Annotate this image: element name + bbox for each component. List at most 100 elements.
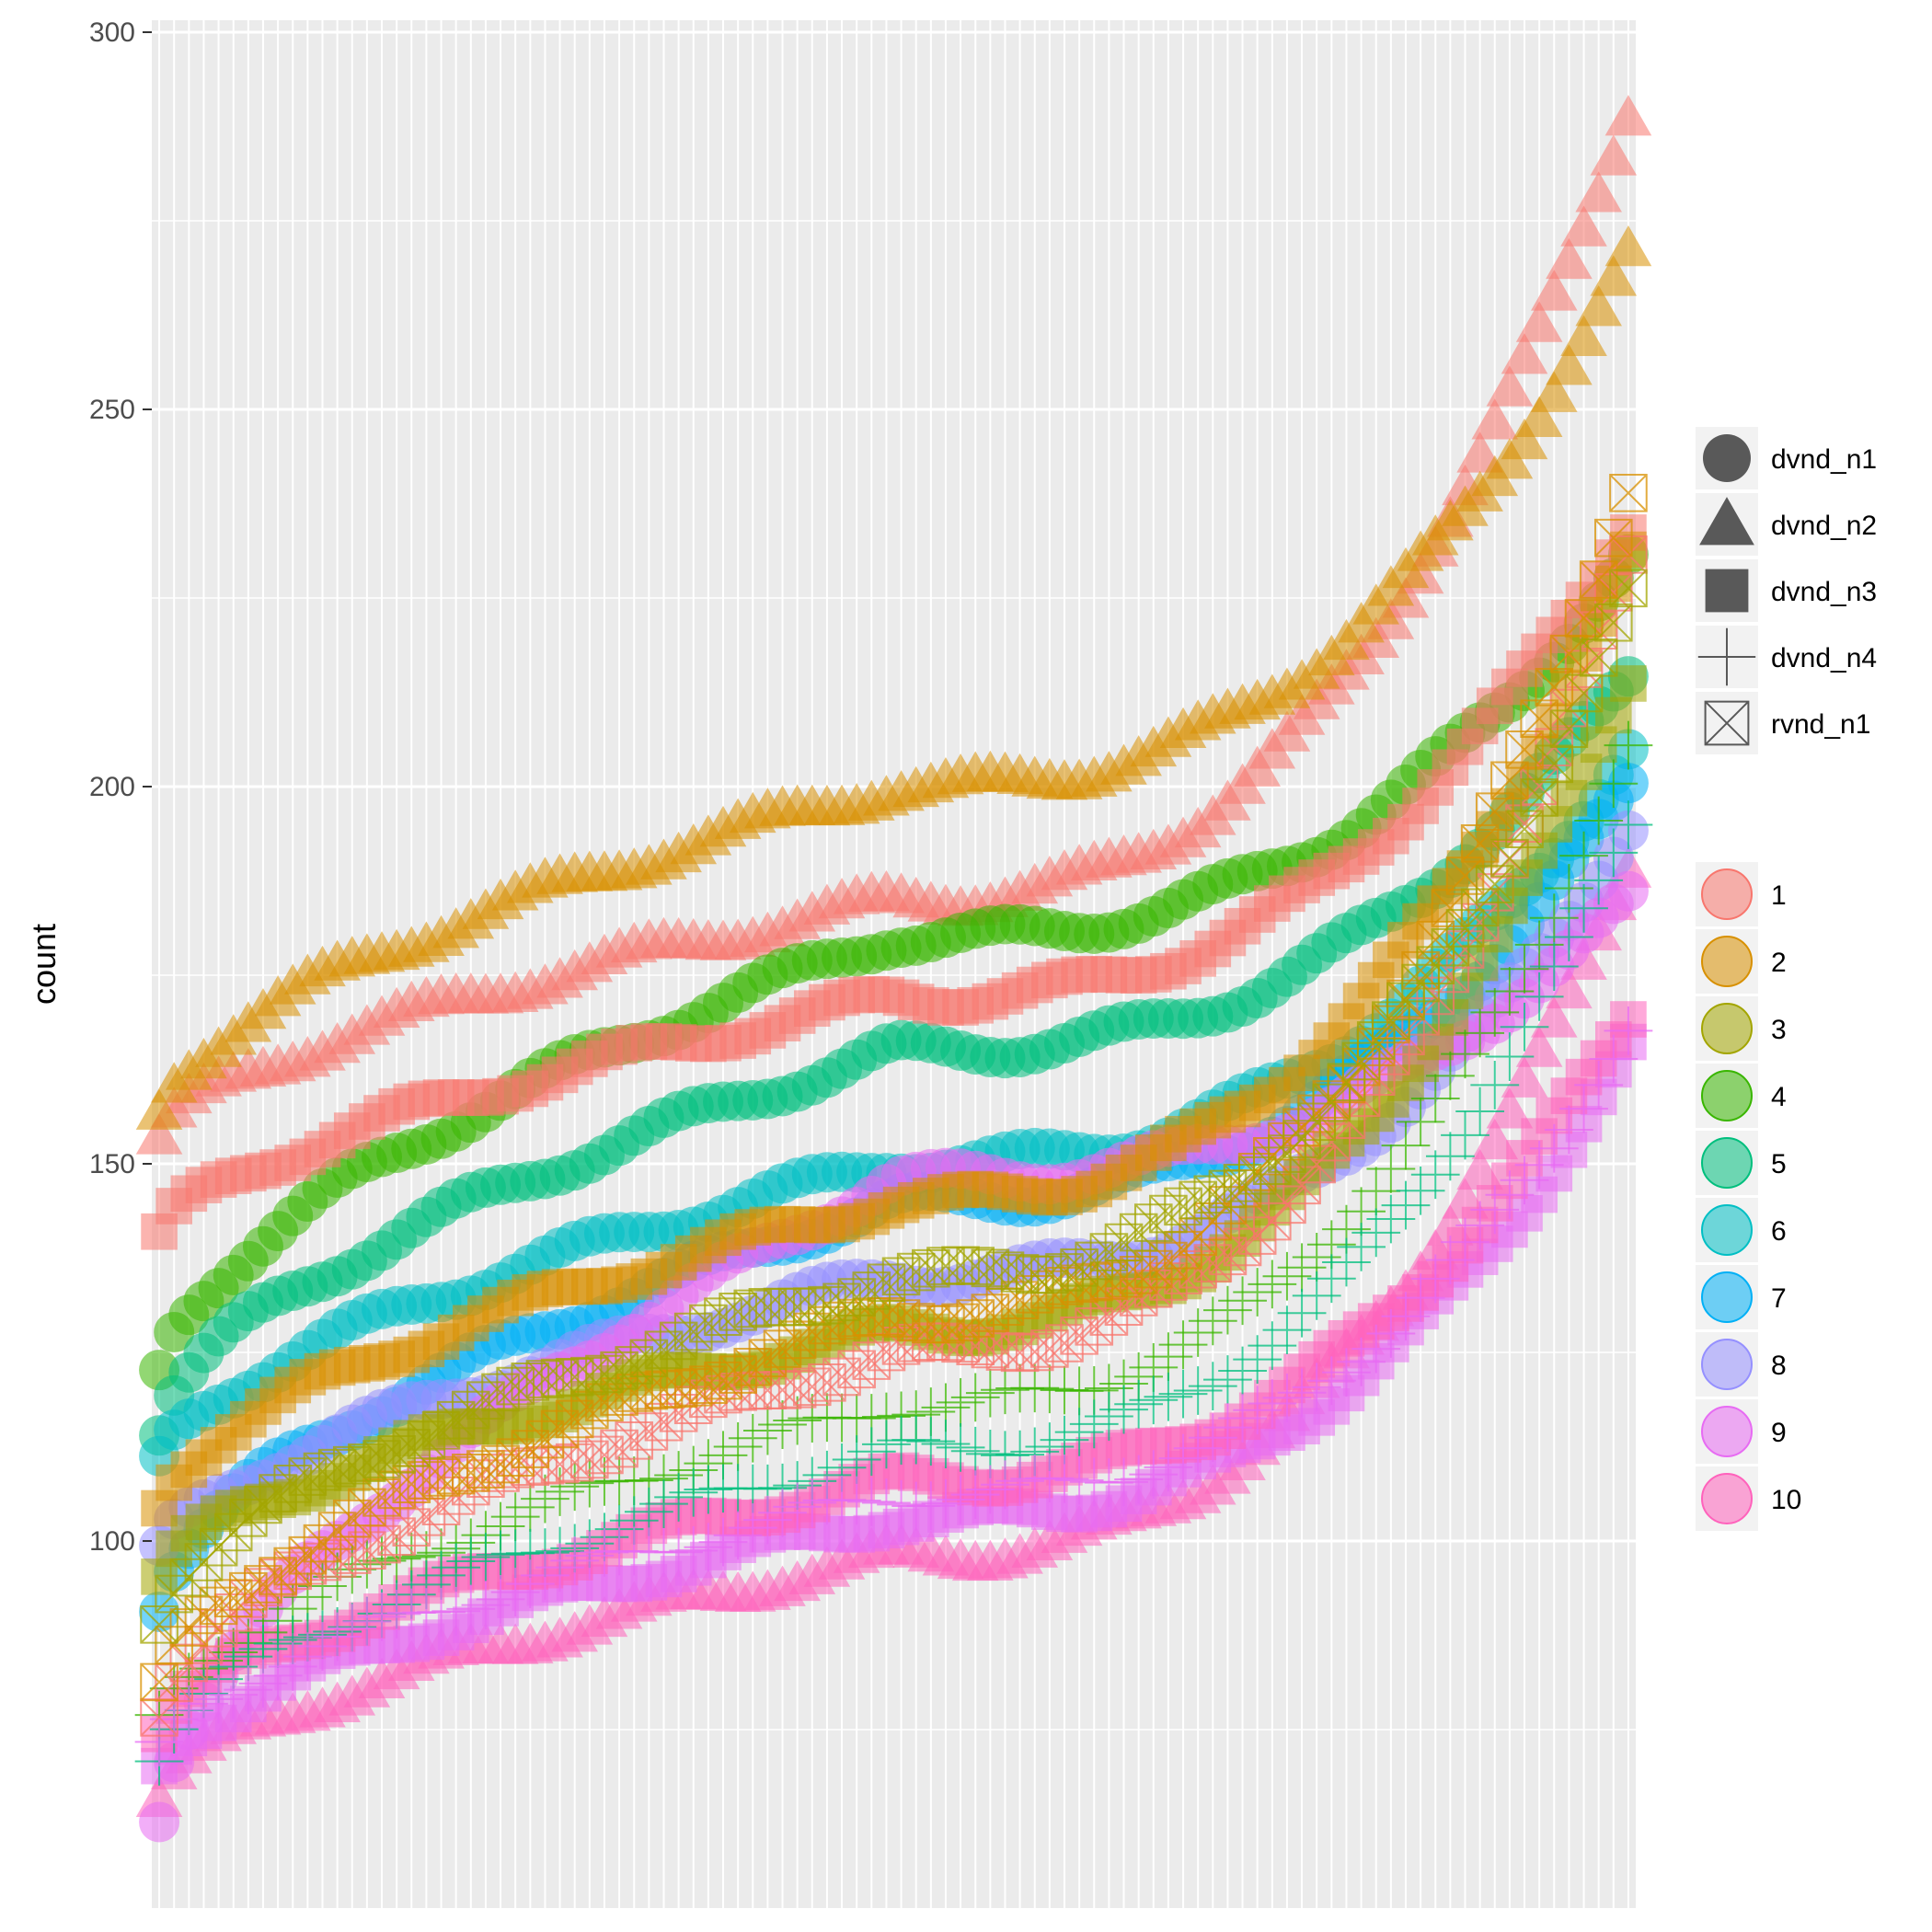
series-square-1 [141,514,1647,1250]
shape-legend-label: dvnd_n3 [1771,577,1877,607]
data-point [1203,1355,1252,1404]
data-point [1546,237,1593,280]
data-point [1366,1194,1416,1244]
data-point [268,1642,317,1691]
data-point [1114,1455,1164,1504]
data-point [1589,759,1639,809]
y-tick-label: 150 [89,1149,135,1179]
data-point [1322,1348,1371,1397]
data-point [461,1581,511,1630]
data-point [1486,365,1534,407]
data-point [1545,864,1593,913]
data-point [684,1523,733,1572]
shape-legend-label: rvnd_n1 [1771,709,1870,740]
data-point [1515,301,1563,342]
data-point [1233,1335,1282,1384]
data-points [134,95,1653,1843]
data-point [1173,1308,1223,1357]
data-point [1575,285,1622,327]
data-point [1341,1041,1381,1081]
data-point [505,1483,555,1532]
data-point [1084,1392,1133,1441]
data-point [1546,344,1593,385]
data-point [209,1670,259,1719]
data-point [1306,1356,1356,1406]
shape-legend-label: dvnd_n2 [1771,511,1877,541]
data-point [1604,225,1652,267]
data-point [862,1478,911,1527]
data-point [253,1651,303,1700]
data-point [1505,810,1544,849]
legend-color-swatch [1701,1339,1753,1390]
data-point [1351,1208,1401,1258]
data-point [981,1365,1029,1415]
data-point [1173,1366,1223,1415]
data-point [135,1113,183,1155]
data-point [654,1473,704,1522]
y-tick-label: 250 [89,395,135,425]
data-point [490,1568,540,1616]
color-legend-label: 7 [1771,1283,1787,1314]
data-point [1262,1251,1312,1301]
data-point [372,1589,421,1639]
data-point [565,1531,615,1581]
data-point [1579,638,1618,677]
data-point [1514,972,1564,1021]
data-point [742,1495,792,1545]
data-point [1559,831,1608,880]
data-point [1396,1273,1445,1322]
legend-shape-plus [1697,627,1756,686]
data-point [431,1586,481,1636]
data-point [1501,418,1548,460]
data-point [1410,1254,1460,1304]
data-point [580,1528,629,1577]
data-point [1514,920,1564,970]
data-point [891,1415,941,1465]
y-tick-label: 100 [89,1526,135,1557]
data-point [155,1574,193,1614]
data-point [832,1435,881,1484]
data-point [1253,1202,1292,1241]
data-point [238,1659,288,1708]
data-point [1604,1006,1653,1055]
data-point [1292,1271,1341,1320]
data-point [1425,1236,1475,1284]
data-point [1441,1110,1489,1160]
data-point [1529,893,1579,943]
data-point [1144,1372,1193,1421]
color-legend-label: 6 [1771,1216,1787,1247]
data-point [1609,569,1648,608]
data-point [1312,1083,1351,1122]
data-point [342,1597,392,1646]
data-point [1590,134,1638,176]
data-point [1589,1034,1639,1084]
data-point [906,1481,956,1531]
data-point [639,1479,688,1528]
data-point [1337,1223,1386,1271]
data-point [1594,518,1633,558]
legend-color-swatch [1701,1473,1753,1524]
data-point [446,1584,496,1634]
data-point [1530,270,1578,311]
data-point [1069,1399,1119,1449]
data-point [965,1368,1015,1418]
data-point [669,1467,719,1517]
data-point [1501,333,1548,374]
shape-legend: dvnd_n1 dvnd_n2 dvnd_n3 dvnd_n4 rvnd_n1 [1696,427,1877,754]
data-point [179,1679,228,1729]
data-point [728,1413,777,1463]
data-point [298,1622,347,1671]
data-point [1470,1061,1520,1110]
data-point [1366,1309,1416,1358]
data-point [742,1406,792,1455]
data-point [1589,828,1639,878]
data-point [1203,1403,1252,1452]
data-point [950,1470,1000,1520]
legend-color-swatch [1701,1204,1753,1256]
data-point [417,1587,466,1637]
data-point [1277,1288,1327,1338]
data-point [1441,1029,1489,1079]
data-point [1327,1063,1366,1102]
data-point [713,1511,763,1560]
data-point [1396,1098,1445,1146]
